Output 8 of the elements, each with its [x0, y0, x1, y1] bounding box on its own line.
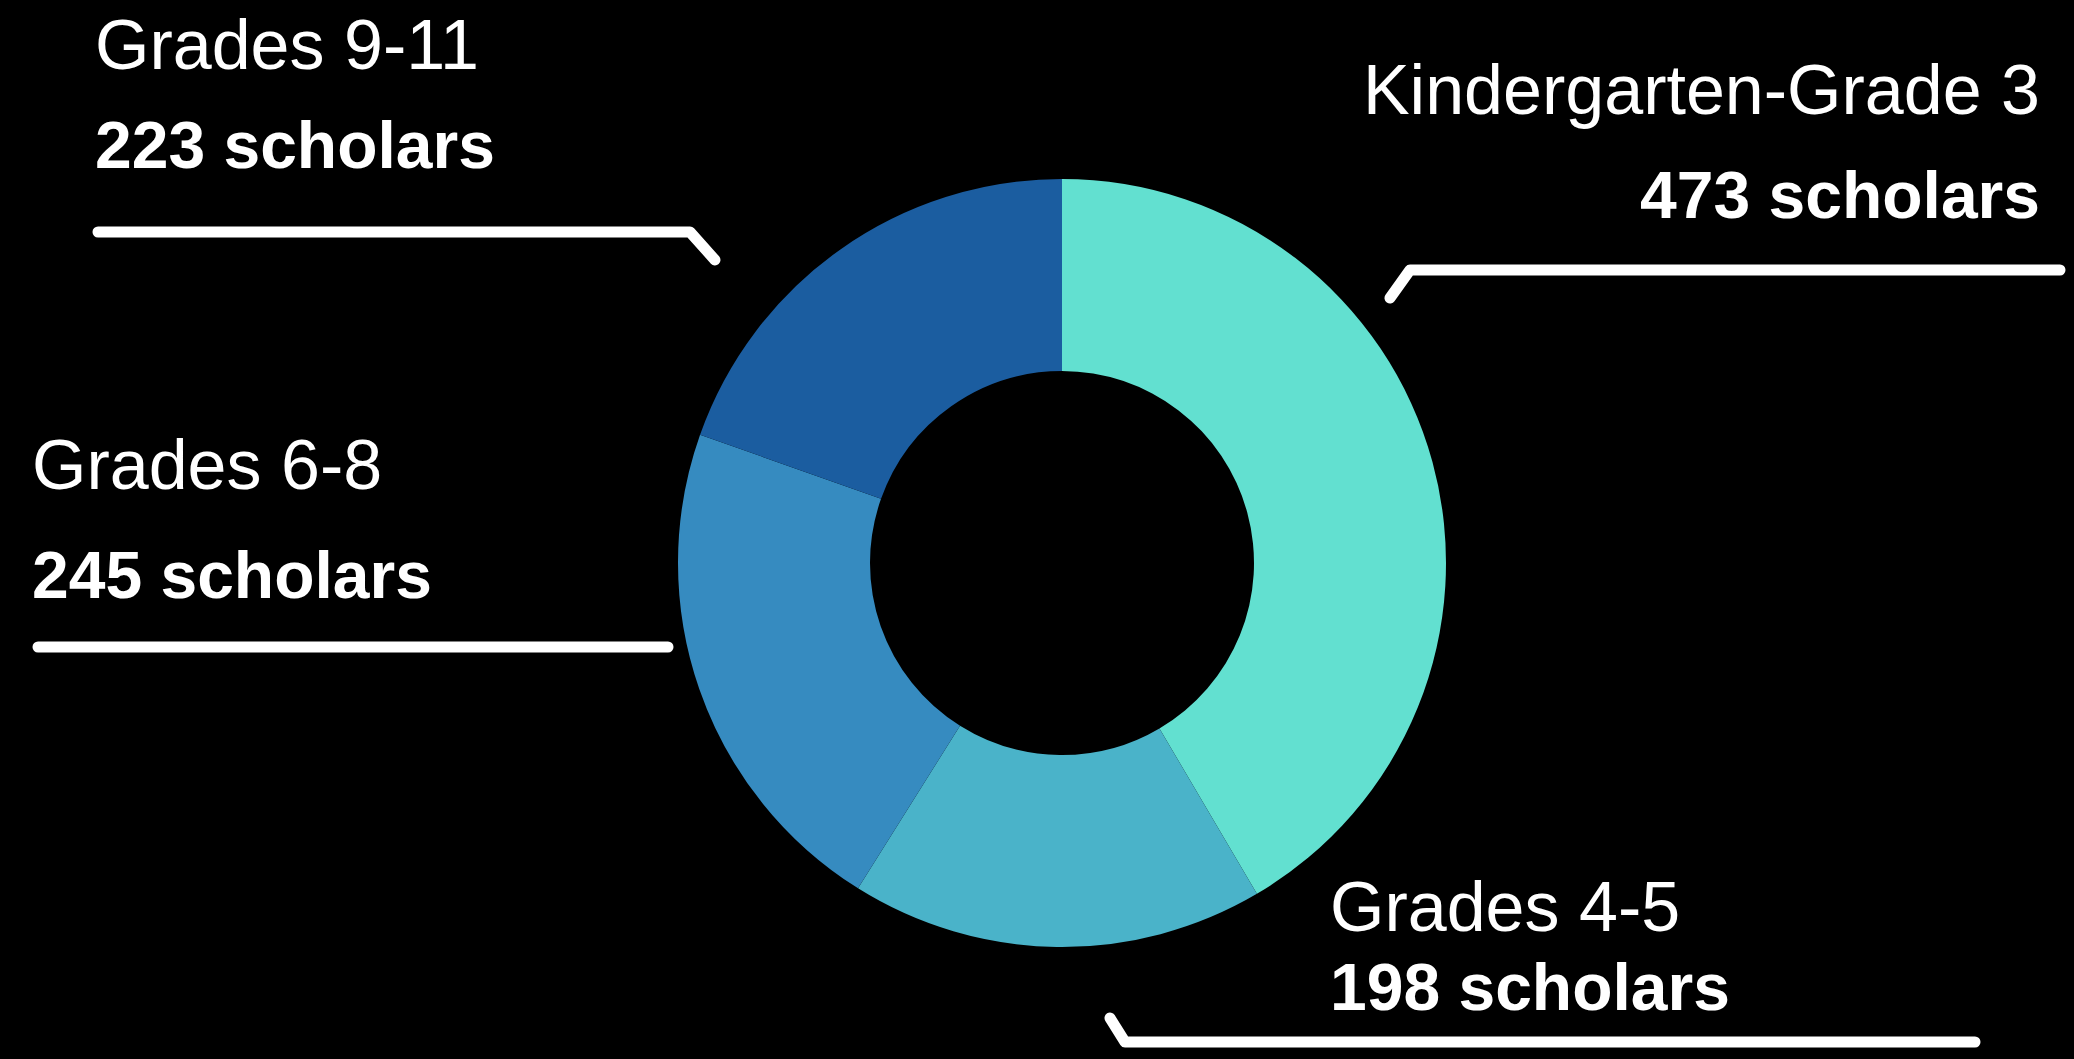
data-label: 245 scholars: [32, 538, 432, 613]
slice-label: Grades 4-5: [1330, 868, 1681, 947]
slice-label: Grades 6-8: [32, 426, 383, 505]
slice-label: Kindergarten-Grade 3: [1362, 51, 2040, 130]
data-label: 198 scholars: [1330, 950, 1730, 1025]
data-label: 473 scholars: [1640, 158, 2040, 233]
data-label: 223 scholars: [95, 108, 495, 183]
slice-label: Grades 9-11: [95, 6, 479, 85]
